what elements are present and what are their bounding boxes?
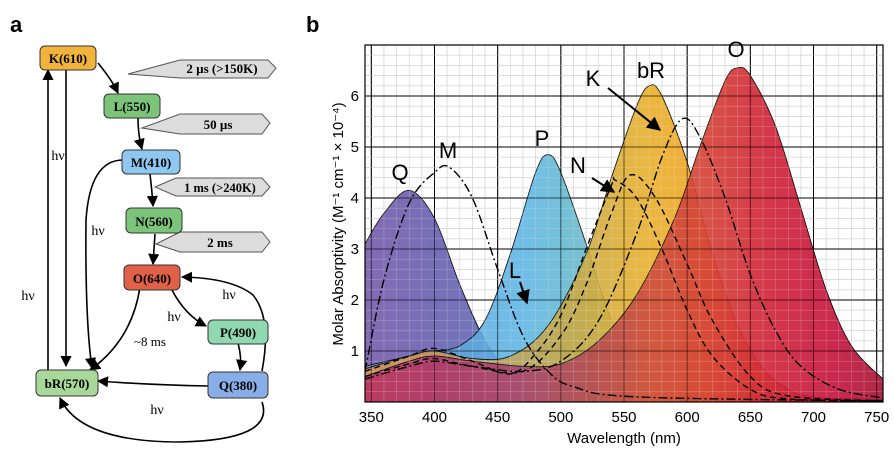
x-tick-label: 400 (422, 409, 447, 426)
state-q: Q(380) (207, 371, 269, 399)
state-o: O(640) (123, 264, 181, 291)
series-label-o: O (727, 37, 744, 62)
plot-frame (364, 44, 884, 403)
callout-text-l-to-m: 50 µs (204, 117, 233, 132)
y-axis-label: Molar Absorptivity (M⁻¹ cm⁻¹ × 10⁻⁴) (330, 102, 347, 345)
callout-text-k-to-l: 2 µs (>150K) (186, 61, 257, 76)
series-label-l: L (509, 258, 521, 283)
series-label-p: P (535, 126, 550, 151)
state-q-label: Q(380) (219, 378, 257, 393)
arrow-o-to-p (171, 289, 207, 327)
state-n: N(560) (125, 207, 183, 234)
hv-label-k: hν (51, 149, 64, 164)
x-tick-label: 350 (359, 409, 384, 426)
hv-label-q-to-o: hν (222, 288, 235, 303)
hv-labels: hν hν hν hν hν hν (21, 149, 235, 418)
pointer-l (516, 281, 530, 305)
state-k-label: K(610) (49, 51, 87, 66)
x-axis-label: Wavelength (nm) (567, 430, 681, 447)
series-label-q: Q (391, 160, 408, 185)
panel-b-label: b (306, 12, 319, 37)
arrow-m-to-br-hv (85, 159, 124, 370)
arrow-k-to-l (97, 62, 119, 95)
arrow-o-to-br (89, 286, 141, 371)
o-to-br-time-label: ~8 ms (134, 334, 166, 349)
arrow-m-to-n (146, 173, 158, 208)
callout-l-to-m: 50 µs (140, 113, 271, 135)
photocycle-diagram: a 2 µs (>150K) 50 µs 1 (10, 12, 277, 443)
arrow-n-to-o (148, 233, 160, 266)
hv-label-o-to-p: hν (167, 310, 180, 325)
spectrum-line-k (365, 117, 883, 399)
state-p-label: P(490) (220, 325, 256, 340)
hv-label-q-to-br: hν (150, 403, 163, 418)
y-tick-labels: 1 2 3 4 5 6 (351, 88, 359, 360)
pointer-n (591, 177, 616, 193)
state-o-label: O(640) (133, 271, 171, 286)
label-pointers (516, 87, 662, 305)
absorption-spectra-chart: b 350 400 450 500 550 600 650 700 750 1 2 3 4 5 6 Wav… (306, 12, 889, 447)
callout-text-m-to-n: 1 ms (>240K) (184, 181, 256, 195)
x-tick-label: 750 (864, 409, 889, 426)
x-tick-label: 600 (675, 409, 700, 426)
spectrum-tint-o (365, 67, 883, 402)
x-tick-label: 500 (548, 409, 573, 426)
y-tick-label: 2 (351, 292, 359, 309)
pointer-k (607, 87, 662, 131)
state-m: M(410) (121, 149, 181, 175)
y-tick-label: 4 (351, 190, 359, 207)
x-tick-label: 650 (738, 409, 763, 426)
callout-k-to-l: 2 µs (>150K) (127, 59, 277, 79)
state-k: K(610) (39, 45, 97, 71)
callout-n-to-o: 2 ms (154, 231, 271, 253)
y-tick-label: 1 (351, 343, 359, 360)
arrow-p-to-q (236, 342, 248, 372)
series-label-br: bR (637, 58, 665, 83)
hv-label-br: hν (21, 289, 34, 304)
hv-label-m: hν (91, 224, 104, 239)
state-l: L(550) (103, 93, 161, 119)
panel-a-label: a (10, 12, 23, 37)
x-tick-labels: 350 400 450 500 550 600 650 700 750 (359, 409, 889, 426)
arrow-l-to-m (133, 117, 145, 151)
arrow-q-to-br-hv (96, 376, 209, 388)
callout-m-to-n: 1 ms (>240K) (153, 177, 271, 197)
x-tick-label: 700 (801, 409, 826, 426)
y-tick-label: 3 (351, 241, 359, 258)
series-label-k: K (586, 66, 601, 91)
spectrum-line-n (365, 173, 883, 402)
state-p: P(490) (207, 319, 269, 345)
state-br-label: bR(570) (45, 376, 90, 391)
y-tick-label: 5 (351, 139, 359, 156)
arrow-q-to-br-bottom (59, 396, 265, 443)
callout-text-n-to-o: 2 ms (207, 235, 233, 250)
spectrum-line-m (365, 164, 883, 402)
x-tick-label: 550 (611, 409, 636, 426)
series-label-m: M (439, 138, 457, 163)
y-tick-label: 6 (351, 88, 359, 105)
x-tick-label: 450 (485, 409, 510, 426)
state-br: bR(570) (35, 369, 99, 397)
spectrum-tint-p (365, 154, 883, 402)
state-m-label: M(410) (131, 155, 171, 170)
state-l-label: L(550) (114, 99, 151, 114)
state-n-label: N(560) (135, 214, 173, 229)
series-label-n: N (570, 153, 586, 178)
series-labels: Q M P N L K bR O (391, 37, 744, 283)
